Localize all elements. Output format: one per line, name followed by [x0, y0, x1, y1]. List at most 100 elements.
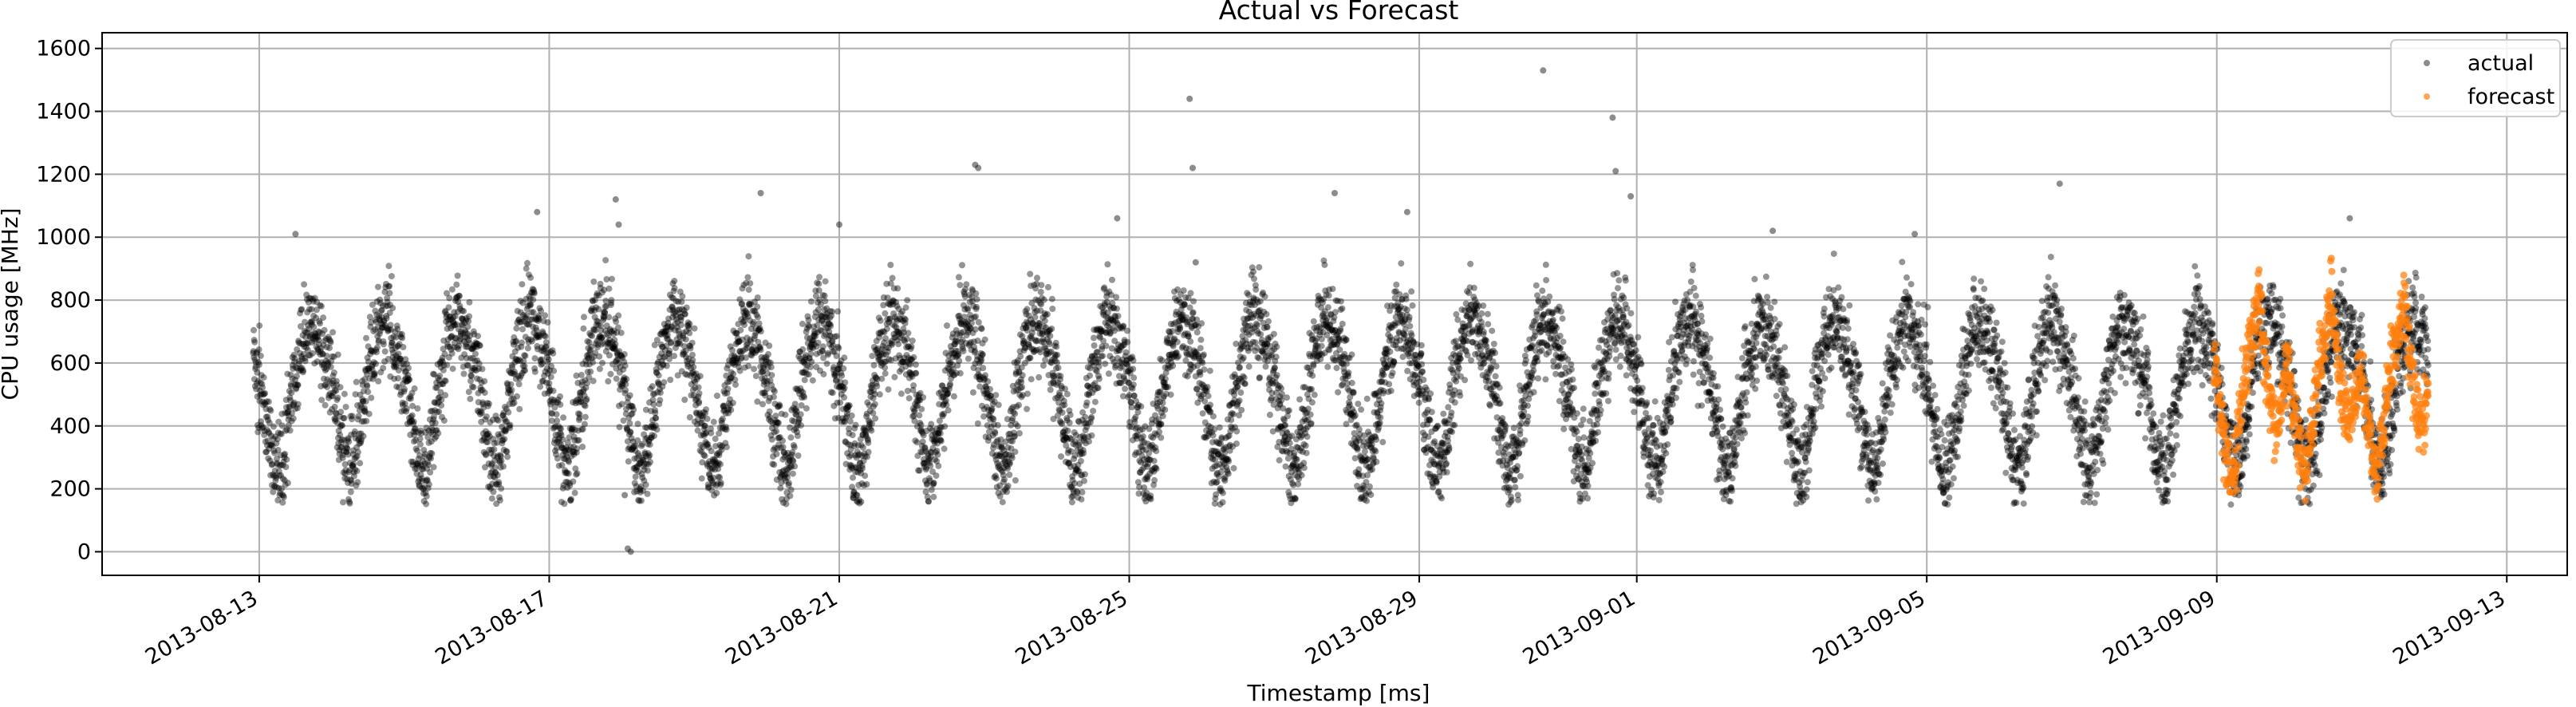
actual-point — [298, 306, 305, 314]
actual-point — [708, 448, 715, 455]
actual-point — [490, 488, 497, 496]
actual-point — [498, 457, 505, 464]
actual-point — [357, 440, 364, 447]
actual-point — [546, 380, 553, 387]
actual-point — [357, 460, 364, 467]
actual-point — [350, 472, 357, 480]
actual-point — [302, 357, 309, 365]
actual-point — [797, 411, 804, 418]
actual-point — [1216, 424, 1223, 431]
actual-point — [937, 437, 945, 444]
actual-point — [377, 369, 385, 376]
actual-point — [1324, 304, 1331, 311]
actual-point — [859, 465, 866, 472]
actual-point — [850, 474, 856, 481]
actual-point — [1225, 458, 1233, 464]
actual-point — [655, 372, 662, 379]
actual-point — [340, 469, 347, 476]
actual-point — [1077, 457, 1084, 464]
actual-point — [1453, 310, 1460, 318]
actual-point — [387, 373, 394, 380]
actual-point — [374, 283, 381, 290]
actual-point — [257, 392, 264, 399]
actual-point — [677, 322, 684, 329]
actual-point — [464, 323, 471, 330]
actual-point — [250, 348, 257, 355]
actual-point — [841, 354, 848, 361]
actual-point — [1174, 338, 1181, 346]
actual-point — [317, 351, 324, 358]
actual-point — [366, 314, 373, 321]
actual-point — [1256, 264, 1263, 271]
actual-point — [745, 362, 752, 369]
actual-point — [362, 397, 369, 405]
actual-point — [353, 378, 360, 385]
actual-point — [295, 339, 302, 346]
actual-point — [785, 480, 792, 487]
actual-point — [1298, 472, 1305, 479]
actual-point — [329, 377, 337, 385]
actual-point — [1019, 384, 1026, 391]
actual-point — [621, 351, 628, 357]
actual-point — [650, 401, 657, 408]
actual-point — [980, 365, 987, 372]
actual-point — [400, 344, 407, 350]
actual-point — [1012, 410, 1019, 417]
actual-point — [250, 354, 258, 361]
actual-point — [386, 290, 393, 297]
actual-point — [865, 448, 872, 456]
actual-point — [557, 393, 563, 400]
actual-point — [1238, 406, 1245, 413]
actual-point — [339, 422, 345, 429]
actual-point — [254, 369, 261, 376]
actual-point — [1095, 375, 1103, 382]
actual-point — [287, 397, 294, 404]
actual-point — [1333, 365, 1340, 372]
actual-point — [1008, 454, 1016, 461]
actual-point — [370, 328, 377, 335]
actual-point — [596, 353, 603, 360]
actual-point — [498, 485, 505, 492]
actual-point — [1024, 405, 1031, 413]
actual-point — [1485, 321, 1492, 328]
actual-point — [345, 480, 351, 487]
actual-point — [1387, 348, 1394, 355]
actual-point — [277, 430, 284, 437]
actual-point — [957, 369, 964, 377]
actual-point — [349, 463, 357, 470]
actual-point — [1276, 456, 1283, 464]
actual-point — [329, 373, 337, 380]
actual-point — [299, 369, 306, 376]
actual-point — [312, 333, 318, 340]
actual-point — [311, 294, 318, 302]
actual-point — [391, 360, 398, 366]
actual-point — [745, 253, 752, 260]
actual-point — [969, 389, 976, 396]
actual-point — [837, 399, 844, 406]
actual-point — [377, 327, 384, 334]
actual-point — [724, 385, 732, 393]
actual-point — [407, 395, 414, 402]
actual-point — [782, 411, 789, 418]
actual-point — [281, 454, 288, 461]
actual-point — [309, 339, 316, 346]
actual-point — [250, 337, 258, 344]
actual-point — [282, 397, 290, 404]
actual-point — [345, 468, 353, 476]
actual-point — [379, 302, 386, 309]
actual-point — [338, 421, 345, 429]
actual-point — [916, 412, 923, 419]
actual-point — [1151, 476, 1158, 484]
actual-point — [330, 354, 337, 360]
actual-point — [383, 325, 390, 332]
actual-point — [1496, 384, 1503, 391]
actual-point — [466, 298, 473, 306]
actual-point — [1198, 320, 1205, 327]
actual-point — [270, 472, 278, 480]
actual-point — [941, 423, 949, 430]
actual-point — [384, 298, 391, 306]
actual-point — [278, 422, 286, 429]
actual-point — [448, 286, 456, 293]
actual-point — [602, 257, 609, 264]
actual-point — [349, 451, 357, 458]
